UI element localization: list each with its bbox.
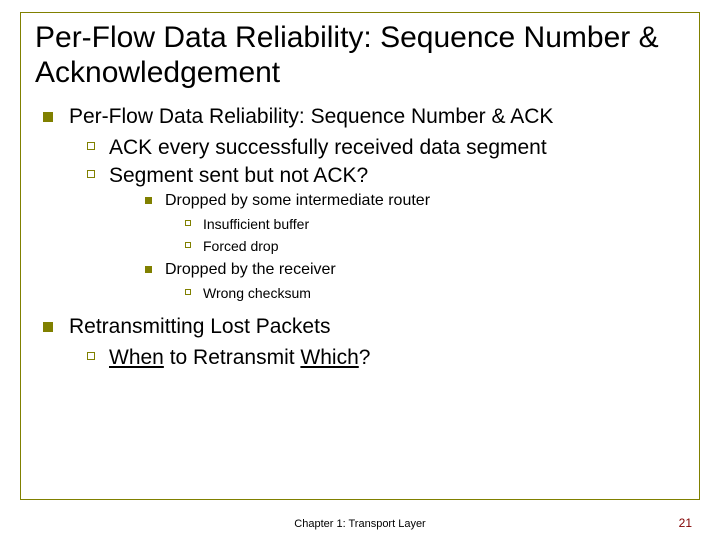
spacer: [35, 304, 685, 314]
text: to Retransmit: [164, 346, 301, 369]
slide-body: Per-Flow Data Reliability: Sequence Numb…: [35, 104, 685, 372]
slide-title: Per-Flow Data Reliability: Sequence Numb…: [35, 21, 685, 90]
footer-center-text: Chapter 1: Transport Layer: [0, 518, 720, 530]
bullet-lvl4: Forced drop: [185, 235, 685, 257]
underline-text: Which: [300, 346, 358, 369]
bullet-lvl2: ACK every successfully received data seg…: [87, 134, 685, 161]
text: ?: [359, 346, 371, 369]
bullet-lvl1: Retransmitting Lost Packets: [43, 314, 685, 340]
underline-text: When: [109, 346, 164, 369]
content-frame: Per-Flow Data Reliability: Sequence Numb…: [20, 12, 700, 500]
bullet-lvl4: Wrong checksum: [185, 282, 685, 304]
slide: Per-Flow Data Reliability: Sequence Numb…: [0, 0, 720, 540]
bullet-lvl2: When to Retransmit Which?: [87, 344, 685, 371]
bullet-lvl3: Dropped by the receiver: [145, 258, 685, 282]
bullet-lvl2: Segment sent but not ACK?: [87, 162, 685, 189]
page-number: 21: [679, 516, 692, 530]
bullet-lvl4: Insufficient buffer: [185, 213, 685, 235]
bullet-lvl3: Dropped by some intermediate router: [145, 189, 685, 213]
bullet-lvl1: Per-Flow Data Reliability: Sequence Numb…: [43, 104, 685, 130]
